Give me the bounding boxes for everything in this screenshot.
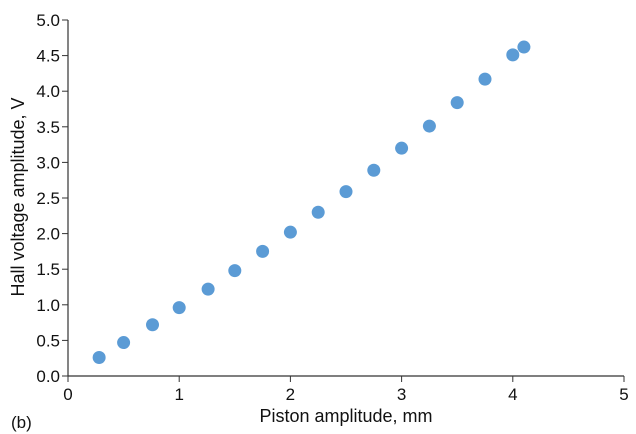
y-tick-label: 5.0: [36, 11, 60, 30]
y-tick-label: 0.5: [36, 331, 60, 350]
data-point: [172, 301, 186, 315]
data-point: [339, 185, 353, 199]
y-tick-label: 3.0: [36, 153, 60, 172]
x-tick-label: 0: [63, 385, 72, 404]
data-point: [422, 119, 436, 133]
y-tick-label: 4.5: [36, 47, 60, 66]
data-point: [117, 336, 131, 350]
data-point: [367, 163, 381, 177]
y-tick-label: 4.0: [36, 82, 60, 101]
x-tick-label: 5: [619, 385, 628, 404]
data-point: [517, 40, 531, 54]
data-point: [146, 318, 160, 332]
x-tick-label: 4: [508, 385, 517, 404]
ticks: 0 1 2 3 4 5 0.0 0.5 1.0 1.5 2.0 2.5 3.0 3.5 4.0 4.5 5.0: [36, 11, 628, 404]
x-tick-label: 2: [286, 385, 295, 404]
data-point: [506, 48, 520, 62]
data-point: [92, 350, 106, 364]
data-point: [228, 264, 242, 278]
data-point: [450, 96, 464, 110]
data-point: [201, 282, 215, 296]
x-axis-label: Piston amplitude, mm: [259, 406, 432, 426]
y-tick-label: 0.0: [36, 367, 60, 386]
panel-label: (b): [11, 413, 32, 432]
data-point: [478, 72, 492, 86]
y-axis-label: Hall voltage amplitude, V: [8, 97, 28, 296]
x-tick-label: 1: [174, 385, 183, 404]
y-tick-label: 1.5: [36, 260, 60, 279]
x-tick-label: 3: [397, 385, 406, 404]
data-point: [256, 244, 270, 258]
data-point: [395, 141, 409, 155]
data-point: [283, 225, 297, 239]
y-tick-label: 2.5: [36, 189, 60, 208]
data-points: [92, 40, 531, 364]
y-tick-label: 2.0: [36, 225, 60, 244]
y-tick-label: 3.5: [36, 118, 60, 137]
data-point: [311, 205, 325, 219]
y-tick-label: 1.0: [36, 296, 60, 315]
